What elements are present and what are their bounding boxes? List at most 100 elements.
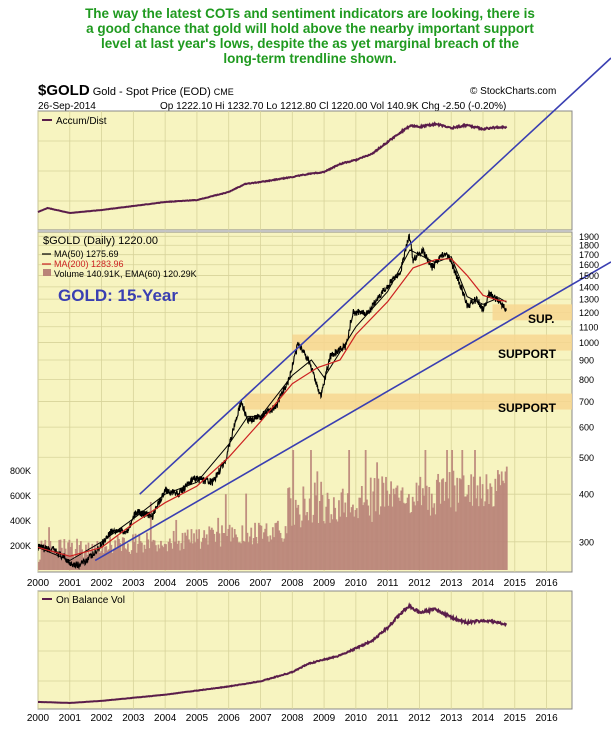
volume-bar	[157, 544, 160, 570]
volume-bar	[191, 543, 194, 570]
volume-bar	[446, 450, 448, 570]
x-tick-label: 2012	[408, 578, 431, 589]
x-tick-label: 2001	[59, 578, 82, 589]
volume-bar	[106, 550, 109, 570]
volume-bar	[484, 501, 487, 570]
volume-bar	[382, 482, 385, 570]
volume-bar	[228, 524, 231, 570]
volume-bar	[144, 548, 147, 570]
x-tick-label: 2002	[90, 578, 113, 589]
volume-bar	[402, 502, 405, 570]
volume-bar	[456, 477, 459, 570]
volume-bar	[182, 548, 185, 570]
volume-bar	[371, 521, 373, 570]
volume-bar	[345, 517, 348, 570]
volume-bar	[505, 466, 508, 570]
volume-bar	[466, 494, 469, 570]
stockcharts-watermark: © StockCharts.com	[470, 86, 557, 97]
volume-bar	[420, 505, 423, 570]
volume-bar	[146, 532, 148, 570]
volume-bar	[168, 538, 171, 570]
volume-bar	[498, 474, 501, 570]
volume-bar	[433, 503, 436, 570]
volume-bar	[311, 522, 314, 570]
volume-bar	[288, 487, 291, 570]
volume-bar	[500, 471, 503, 570]
volume-bar	[502, 480, 504, 570]
x-tick-label: 2004	[154, 578, 177, 589]
volume-bar	[437, 473, 440, 570]
volume-bar	[124, 548, 127, 570]
volume-bar	[247, 542, 250, 570]
volume-bar	[399, 500, 401, 570]
volume-bar	[380, 506, 382, 570]
volume-bar	[68, 539, 71, 570]
support-label-1000: SUPPORT	[498, 347, 557, 361]
volume-bar	[317, 523, 320, 570]
volume-bar	[44, 539, 47, 570]
chart-header: $GOLD Gold - Spot Price (EOD) CME	[38, 82, 234, 99]
x-tick-label: 2000	[27, 578, 50, 589]
x-tick-label: 2010	[345, 713, 368, 724]
volume-bar	[171, 548, 174, 570]
volume-bar	[394, 494, 396, 570]
volume-bar	[273, 537, 276, 570]
volume-bar	[357, 518, 359, 570]
volume-bar	[383, 506, 386, 570]
volume-bar	[469, 502, 471, 570]
ma200-line	[38, 258, 507, 557]
volume-bar	[344, 502, 347, 570]
volume-bar	[411, 496, 414, 570]
volume-bar	[78, 545, 81, 570]
volume-bar	[453, 485, 456, 570]
y-tick-label: 1200	[579, 308, 599, 318]
x-tick-label: 2010	[345, 578, 368, 589]
volume-bar	[107, 549, 110, 570]
volume-bar	[467, 484, 470, 570]
volume-bar	[496, 470, 499, 570]
volume-bar	[194, 542, 197, 570]
volume-bar	[278, 530, 281, 570]
volume-bar	[415, 482, 418, 570]
y-tick-label: 800	[579, 375, 594, 385]
volume-bar	[407, 494, 410, 570]
volume-bar	[241, 525, 244, 570]
annotation-line: long-term trendline shown.	[223, 51, 397, 66]
volume-bar	[385, 476, 387, 570]
volume-bar	[277, 520, 279, 570]
volume-bar	[282, 541, 284, 570]
volume-bar	[428, 487, 431, 570]
volume-bar	[327, 498, 330, 570]
volume-bar	[149, 501, 152, 570]
volume-bar	[186, 529, 189, 570]
volume-bar	[504, 471, 507, 570]
volume-bar	[240, 543, 242, 570]
volume-bar	[372, 491, 375, 570]
trendlines	[94, 57, 611, 562]
volume-bar	[409, 513, 412, 570]
volume-bar	[138, 533, 141, 570]
volume-legend: Volume 140.91K, EMA(60) 120.29K	[54, 269, 197, 279]
volume-bar	[413, 501, 415, 570]
support-label-700: SUPPORT	[498, 401, 557, 415]
volume-bar	[442, 478, 445, 570]
volume-bar	[285, 533, 288, 570]
volume-bar	[175, 519, 178, 570]
volume-bar	[255, 536, 258, 570]
volume-bar	[495, 491, 498, 570]
volume-bar	[312, 514, 315, 570]
volume-bar	[280, 538, 283, 570]
volume-bar	[193, 533, 195, 570]
volume-bar	[72, 555, 75, 570]
volume-bar	[491, 506, 494, 570]
volume-bar	[114, 540, 117, 570]
volume-bar	[87, 542, 90, 570]
y-tick-label: 1500	[579, 271, 599, 281]
volume-bar	[390, 481, 392, 570]
volume-bar	[69, 546, 72, 570]
volume-bar	[449, 507, 452, 570]
volume-tick-label: 800K	[10, 466, 31, 476]
volume-bar	[289, 498, 292, 570]
volume-bar	[387, 505, 390, 570]
